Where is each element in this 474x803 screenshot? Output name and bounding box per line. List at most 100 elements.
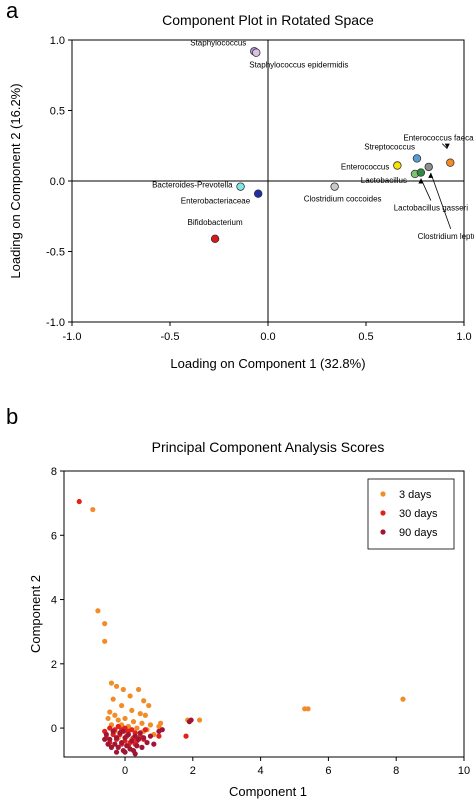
x-axis-label: Component 1	[229, 784, 307, 799]
annotation-arrowhead	[418, 178, 424, 184]
data-point-90-days	[102, 736, 108, 742]
data-point-90-days	[122, 735, 128, 741]
point-label: Streptococcus	[364, 142, 415, 151]
x-tick-label: 0.0	[260, 331, 275, 343]
data-point-90-days	[135, 736, 142, 742]
y-tick-label: -1.0	[46, 317, 65, 329]
y-axis-label: Component 2	[28, 575, 43, 653]
data-point-3-days	[135, 686, 142, 693]
data-point-90-days	[113, 749, 120, 755]
x-tick-label: -1.0	[63, 331, 82, 343]
data-point-30-days	[142, 727, 148, 733]
data-point-3-days	[110, 696, 116, 702]
data-point-90-days	[139, 744, 145, 750]
data-point-90-days	[132, 733, 138, 739]
point-label: Enterococcus	[341, 162, 389, 171]
point-label: Lactobacillus gasseri	[394, 204, 468, 213]
data-point-3-days	[139, 720, 145, 726]
data-point-3-days	[122, 715, 128, 722]
x-tick-label: 1.0	[456, 331, 471, 343]
data-point	[416, 168, 426, 177]
data-point-3-days	[107, 709, 113, 715]
data-point-3-days	[142, 712, 148, 718]
plot-frame	[63, 470, 465, 758]
data-point	[393, 161, 402, 170]
data-point-90-days	[124, 743, 130, 749]
data-point-3-days	[146, 702, 152, 709]
point-label: Bifidobacterium	[188, 218, 243, 227]
legend-label: 3 days	[399, 489, 432, 501]
y-tick-label: 2	[51, 659, 57, 671]
legend-marker	[380, 529, 386, 535]
data-point	[424, 162, 433, 172]
x-tick-label: 2	[190, 765, 196, 777]
data-point-90-days	[115, 744, 121, 750]
y-tick-label: 1.0	[50, 35, 65, 47]
data-point-3-days	[129, 707, 135, 714]
annotation-arrowhead	[428, 172, 434, 178]
data-point-3-days	[196, 717, 203, 723]
data-point-3-days	[305, 706, 311, 712]
annotation-arrowhead	[444, 143, 450, 149]
x-tick-label: -0.5	[161, 331, 180, 343]
y-tick-label: 8	[51, 466, 57, 478]
data-point-90-days	[110, 728, 116, 734]
data-point-90-days	[112, 741, 118, 747]
data-point-3-days	[108, 680, 115, 686]
data-point-3-days	[112, 712, 118, 718]
data-point-90-days	[122, 749, 128, 755]
point-label: Clostridium coccoides	[304, 195, 382, 204]
data-point-3-days	[90, 506, 96, 513]
panel-label-a: a	[6, 0, 19, 23]
component-plot-chart: Component Plot in Rotated Space Loading o…	[8, 12, 474, 371]
data-point-90-days	[107, 736, 113, 742]
y-tick-label: 0.0	[50, 176, 65, 188]
data-point-90-days	[134, 743, 140, 749]
data-point-90-days	[144, 739, 150, 746]
data-point-90-days	[113, 735, 120, 741]
data-point	[330, 182, 339, 191]
point-label: Staphylococcus	[190, 38, 246, 47]
data-point-30-days	[107, 725, 113, 731]
annotation-arrow	[441, 143, 448, 149]
data-point-90-days	[132, 751, 138, 757]
data-point-3-days	[102, 621, 108, 627]
point-label: Clostridium leptum	[418, 232, 474, 241]
x-axis-label: Loading on Component 1 (32.8%)	[170, 356, 365, 371]
point-label: Enterobacteriaceae	[181, 197, 251, 206]
chart-title: Principal Component Analysis Scores	[152, 439, 385, 455]
x-tick-label: 6	[325, 765, 331, 777]
point-label: Lactobacillus	[361, 176, 407, 185]
chart-title: Component Plot in Rotated Space	[162, 12, 374, 28]
point-label: Enterococcus faecalis	[403, 134, 474, 143]
y-tick-label: 0	[51, 723, 57, 735]
data-point	[412, 154, 422, 163]
data-point-3-days	[137, 711, 143, 717]
x-tick-label: 8	[393, 765, 399, 777]
point-label: Bacteroides-Prevotella	[152, 181, 233, 190]
annotation-arrow	[430, 172, 452, 230]
data-point-3-days	[130, 719, 137, 725]
data-point-90-days	[103, 731, 109, 738]
data-point-3-days	[158, 720, 164, 726]
data-point-90-days	[141, 735, 147, 741]
data-point-30-days	[76, 498, 82, 505]
x-tick-label: 10	[458, 765, 470, 777]
panel-label-b: b	[6, 404, 19, 429]
x-tick-label: 0	[122, 765, 128, 777]
legend-marker	[380, 491, 386, 497]
data-point-90-days	[147, 733, 154, 739]
legend-marker	[380, 510, 386, 516]
y-tick-label: -0.5	[46, 247, 65, 259]
point-label: Staphylococcus epidermidis	[249, 61, 348, 70]
data-point	[252, 48, 261, 57]
data-point-3-days	[119, 702, 125, 709]
x-tick-label: 0.5	[358, 331, 373, 343]
data-point-90-days	[125, 731, 132, 738]
data-point-90-days	[137, 730, 143, 736]
data-point-3-days	[120, 686, 126, 693]
data-point	[210, 234, 220, 244]
y-tick-label: 6	[51, 530, 57, 542]
data-point-30-days	[129, 727, 135, 733]
